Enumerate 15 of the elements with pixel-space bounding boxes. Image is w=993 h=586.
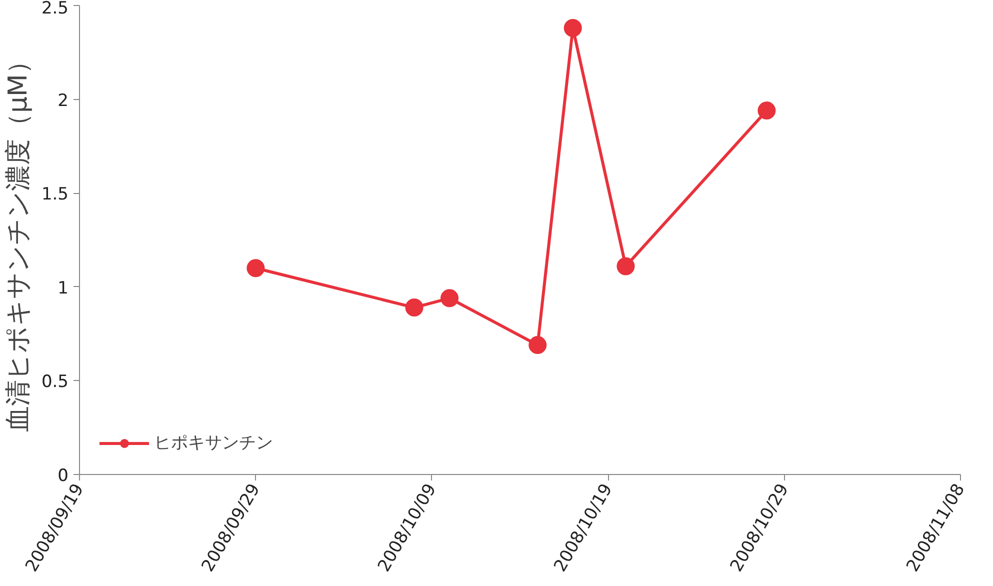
point bbox=[246, 259, 265, 278]
y-axis-title: 血清ヒポキサンチン濃度（μM） bbox=[3, 48, 34, 432]
legend-label: ヒポキサンチン bbox=[154, 432, 273, 454]
y-tick-label: 0 bbox=[58, 466, 69, 486]
point bbox=[440, 289, 459, 308]
y-tick-label: 1 bbox=[58, 278, 69, 298]
point bbox=[564, 19, 582, 37]
point bbox=[405, 298, 424, 317]
y-tick-label: 1.5 bbox=[41, 184, 69, 205]
y-tick-label: 0.5 bbox=[41, 372, 69, 392]
point bbox=[528, 336, 547, 354]
y-tick-label: 2.5 bbox=[41, 0, 69, 18]
y-tick-label: 2 bbox=[58, 90, 69, 111]
point bbox=[616, 257, 635, 276]
point bbox=[758, 102, 776, 120]
